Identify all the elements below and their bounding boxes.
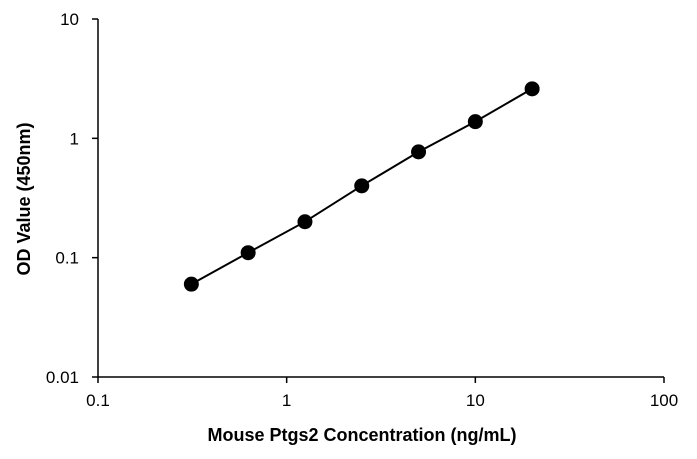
y-axis-title: OD Value (450nm): [14, 122, 34, 275]
x-tick-label: 10: [466, 391, 485, 410]
y-tick-label: 0.1: [55, 249, 79, 268]
x-tick-label: 1: [282, 391, 291, 410]
x-tick-label: 100: [650, 391, 678, 410]
data-point: [183, 276, 199, 292]
data-point: [240, 245, 256, 261]
data-point: [354, 178, 370, 194]
y-tick-label: 0.01: [46, 368, 79, 387]
series-points: [183, 81, 540, 292]
x-tick-label: 0.1: [86, 391, 110, 410]
y-tick-label: 10: [60, 10, 79, 29]
data-point: [411, 144, 427, 160]
axes: [97, 19, 664, 378]
data-point: [297, 214, 313, 230]
data-point: [524, 81, 540, 97]
y-ticks: 0.01 0.1 1 10: [46, 10, 98, 387]
x-ticks: 0.1 1 10 100: [86, 377, 678, 410]
x-axis-title: Mouse Ptgs2 Concentration (ng/mL): [207, 425, 516, 445]
y-tick-label: 1: [70, 129, 79, 148]
data-point: [467, 114, 483, 130]
